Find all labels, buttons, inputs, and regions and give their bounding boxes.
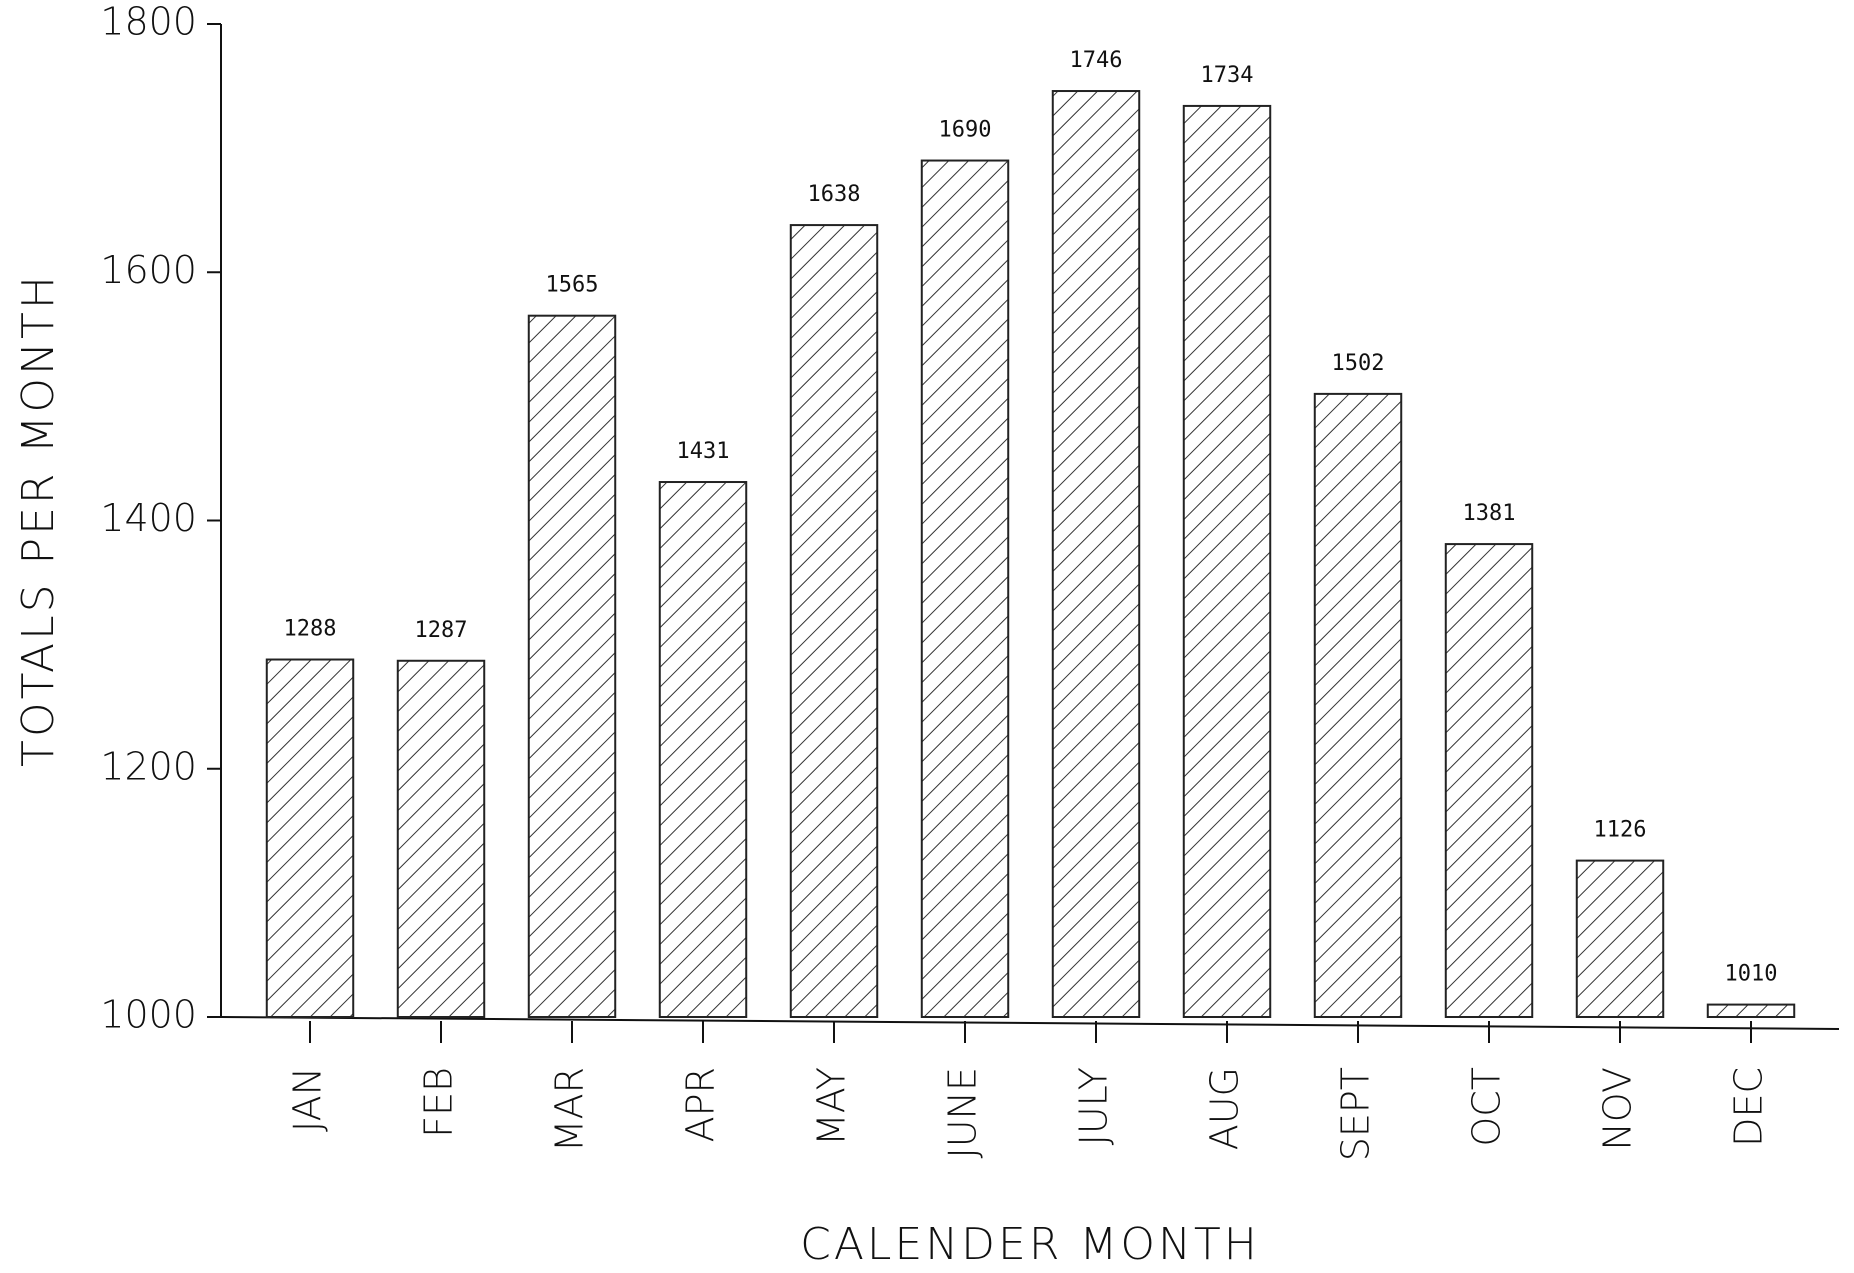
- x-tick-label: NOV: [1596, 1067, 1640, 1151]
- x-axis-title: CALENDER MONTH: [800, 1219, 1260, 1270]
- bar: [1444, 543, 1534, 1018]
- x-tick-label: JAN: [286, 1067, 330, 1132]
- x-tick-label: JUNE: [941, 1067, 985, 1158]
- bar: [658, 481, 748, 1018]
- y-tick-label: 1600: [100, 248, 197, 292]
- value-label: 1431: [677, 439, 730, 464]
- y-axis-title: TOTALS PER MONTH: [13, 273, 64, 767]
- bar: [920, 159, 1010, 1019]
- x-tick-label: FEB: [417, 1067, 461, 1138]
- x-tick-label: APR: [679, 1067, 723, 1142]
- x-tick-label: MAY: [810, 1067, 854, 1146]
- x-tick-label: SEPT: [1334, 1067, 1378, 1161]
- value-label: 1010: [1725, 962, 1778, 987]
- x-tick-label: OCT: [1465, 1067, 1509, 1147]
- value-label: 1746: [1070, 48, 1123, 73]
- bar: [1575, 859, 1665, 1018]
- bar: [396, 659, 486, 1018]
- x-tick-label: JULY: [1072, 1067, 1116, 1145]
- value-label: 1126: [1594, 818, 1647, 843]
- value-label: 1734: [1201, 63, 1254, 88]
- bar: [1706, 1003, 1796, 1019]
- x-tick-label: MAR: [548, 1067, 592, 1152]
- x-tick-label: AUG: [1203, 1067, 1247, 1150]
- value-label: 1690: [939, 118, 992, 143]
- bar: [1051, 90, 1141, 1018]
- bar: [789, 224, 879, 1018]
- bar: [1182, 104, 1272, 1019]
- x-axis: [220, 1016, 1840, 1030]
- y-tick-label: 1000: [100, 993, 197, 1037]
- y-tick-label: 1200: [100, 744, 197, 788]
- value-label: 1502: [1332, 351, 1385, 376]
- x-tick-label: DEC: [1727, 1067, 1771, 1147]
- value-label: 1565: [546, 273, 599, 298]
- y-tick-label: 1400: [100, 496, 197, 540]
- value-label: 1381: [1463, 501, 1516, 526]
- value-label: 1638: [808, 182, 861, 207]
- value-label: 1288: [284, 617, 337, 642]
- bar: [265, 658, 355, 1019]
- bar: [1313, 392, 1403, 1018]
- value-label: 1287: [415, 618, 468, 643]
- y-tick-label: 1800: [100, 0, 197, 44]
- bar: [527, 314, 617, 1019]
